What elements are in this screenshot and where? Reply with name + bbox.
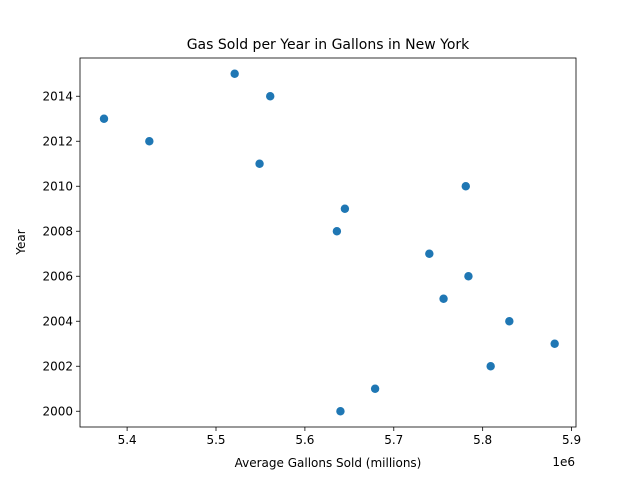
y-tick-label: 2006	[42, 269, 73, 283]
scatter-point-2007	[425, 249, 434, 258]
x-tick-label: 5.7	[384, 433, 403, 447]
scatter-point-2005	[439, 294, 448, 303]
y-axis-ticks: 2000 2002 2004 2006 2008 2010 2012 2014	[42, 89, 80, 418]
y-tick-label: 2000	[42, 404, 73, 418]
scatter-point-2006	[464, 272, 473, 281]
y-tick-label: 2004	[42, 314, 73, 328]
data-points	[99, 69, 559, 416]
scatter-point-2014	[266, 92, 275, 101]
x-axis-ticks: 5.4 5.5 5.6 5.7 5.8 5.9	[118, 427, 581, 447]
x-tick-label: 5.9	[562, 433, 581, 447]
plot-frame	[79, 57, 577, 428]
x-tick-label: 5.6	[295, 433, 314, 447]
scatter-point-2002	[486, 362, 495, 371]
scatter-point-2009	[340, 204, 350, 213]
scatter-point-2011	[255, 159, 264, 168]
y-tick-label: 2014	[42, 89, 73, 103]
y-tick-label: 2010	[42, 179, 73, 193]
x-axis-offset-label: 1e6	[552, 455, 575, 469]
x-tick-label: 5.4	[118, 433, 137, 447]
scatter-point-2004	[505, 317, 514, 326]
scatter-point-2000	[336, 407, 345, 416]
x-tick-label: 5.8	[473, 433, 492, 447]
y-tick-label: 2002	[42, 359, 73, 373]
scatter-point-2001	[370, 384, 380, 393]
scatter-point-2013	[99, 114, 109, 123]
scatter-point-2012	[145, 137, 154, 146]
scatter-point-2010	[461, 182, 470, 191]
scatter-point-2003	[550, 339, 559, 348]
y-tick-label: 2012	[42, 134, 73, 148]
scatter-point-2008	[332, 227, 342, 236]
x-axis-title: Average Gallons Sold (millions)	[235, 456, 422, 470]
chart-title: Gas Sold per Year in Gallons in New York	[187, 37, 470, 53]
x-tick-label: 5.5	[206, 433, 225, 447]
y-tick-label: 2008	[42, 224, 73, 238]
y-axis-title: Year	[14, 229, 28, 255]
scatter-point-2015	[230, 69, 239, 78]
